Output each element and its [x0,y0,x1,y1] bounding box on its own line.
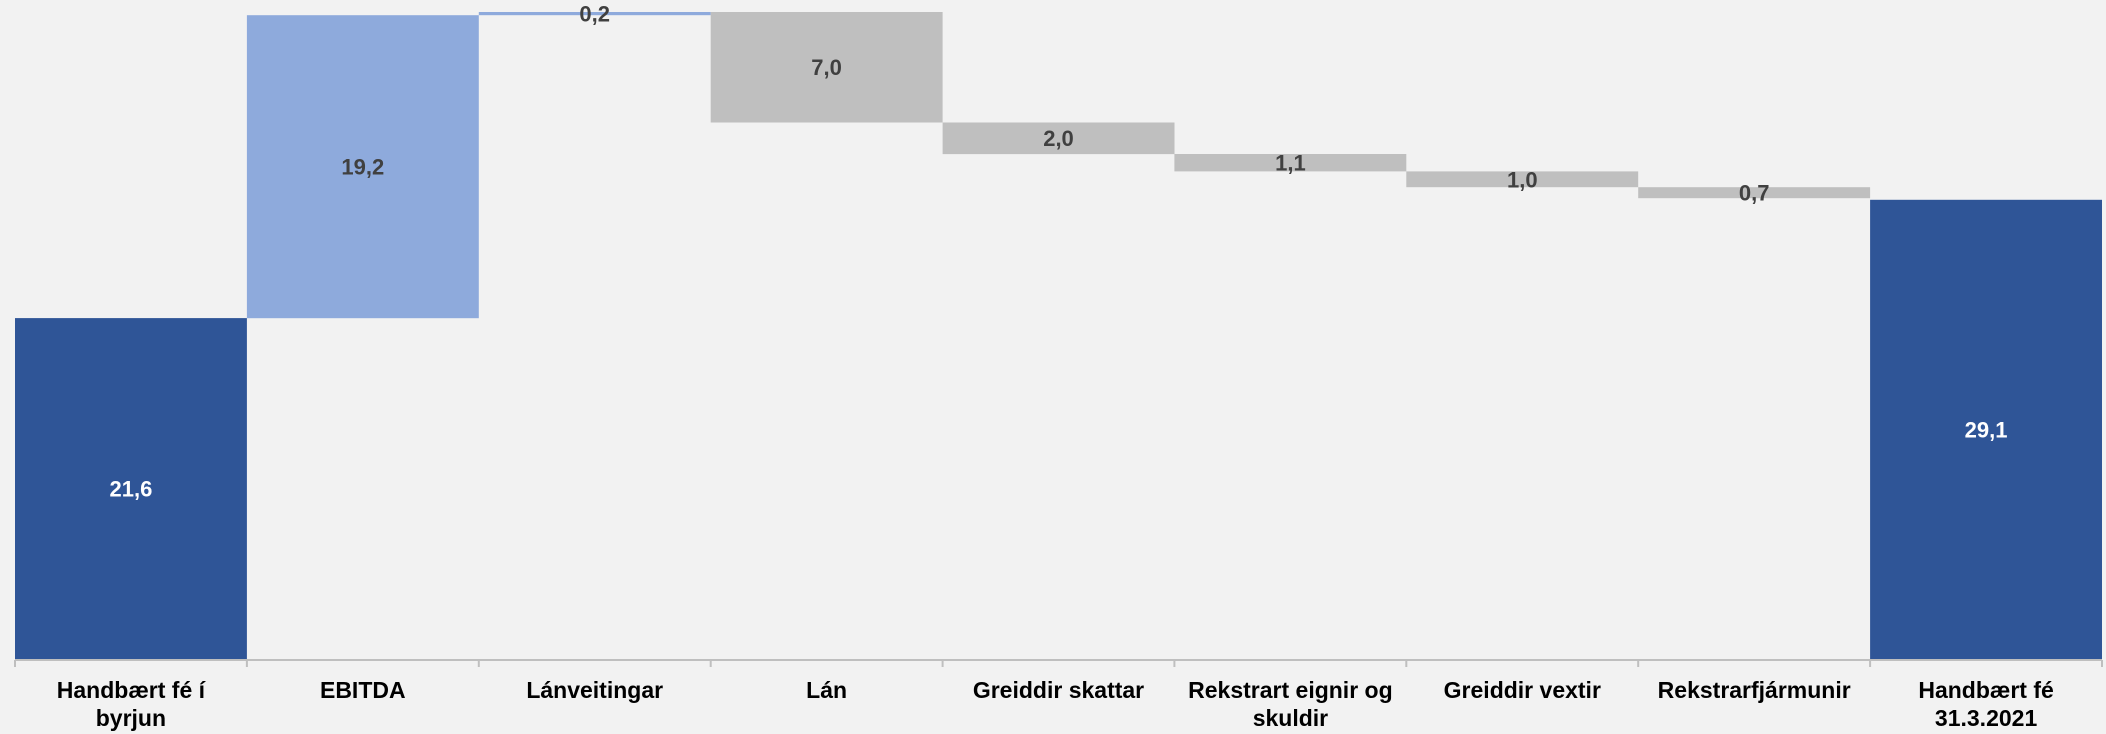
bar-4 [710,12,943,123]
bars-group [15,12,2102,660]
bar-value-label-1: 21,6 [109,477,152,502]
bar-6 [1174,154,1407,172]
x-axis [14,659,2103,667]
x-tick-label-8: Rekstrarfjármunir [1658,677,1851,703]
bar-labels-group: 21,6 19,2 0,2 7,0 2,0 1,1 1,0 0,7 29,1 [109,2,2007,502]
bar-value-label-8: 0,7 [1739,181,1770,206]
bar-value-label-6: 1,1 [1275,151,1306,176]
x-tick-label-7: Greiddir vextir [1444,677,1601,703]
x-tick-label-6: Rekstrart eignir og skuldir [1188,677,1393,731]
bar-value-label-3: 0,2 [579,2,610,27]
bar-8 [1638,187,1871,199]
bar-value-label-4: 7,0 [811,55,842,80]
bar-7 [1406,171,1639,188]
bar-value-label-2: 19,2 [341,155,384,180]
x-tick-label-4: Lán [806,677,847,703]
x-tick-label-2: EBITDA [320,677,406,703]
bar-2 [246,15,479,319]
x-tick-label-5: Greiddir skattar [973,677,1144,703]
x-tick-labels: Handbært fé í byrjun EBITDA Lánveitingar Lán… [57,677,2054,731]
bar-1 [15,318,247,659]
bar-9 [1870,199,2102,660]
x-tick-label-9: Handbært fé 31.3.2021 [1918,677,2053,731]
bar-value-label-9: 29,1 [1965,417,2008,442]
x-tick-label-1: Handbært fé í byrjun [57,677,207,731]
bar-3 [478,12,711,16]
bar-value-label-7: 1,0 [1507,167,1538,192]
x-tick-label-3: Lánveitingar [526,677,663,703]
bar-value-label-5: 2,0 [1043,126,1074,151]
bar-5 [942,122,1175,155]
